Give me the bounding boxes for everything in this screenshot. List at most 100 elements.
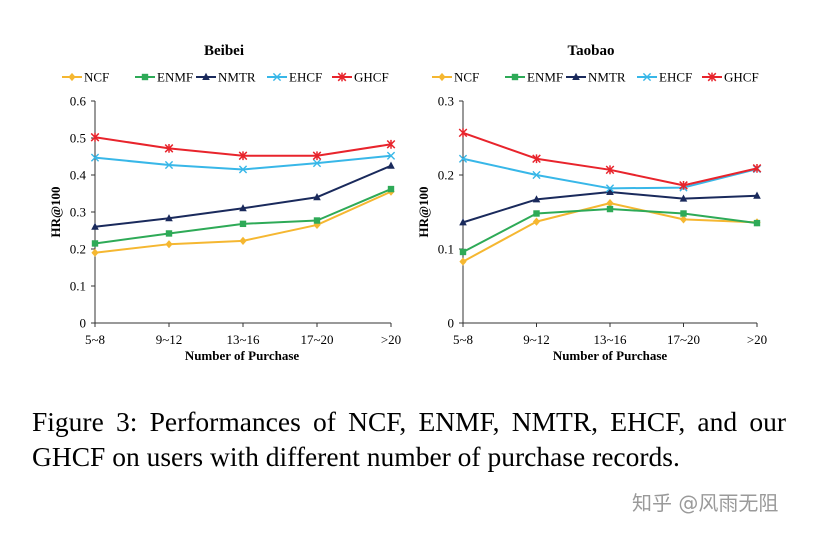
data-point-ncf [165,240,173,249]
chart-panel-beibei: Beibei NCF ENMF NMTR EHCF GHCF 0 0.1 0.2 0.3 0.4 0.… [48,43,401,363]
data-point-ghcf [458,128,468,138]
legend-label-nmtr: NMTR [588,70,626,85]
data-point-nmtr [387,161,395,169]
y-tick-label: 0.6 [70,94,87,109]
y-tick-label: 0.3 [438,94,454,109]
data-point-ghcf [386,139,396,149]
data-point-ehcf [90,153,100,162]
data-point-nmtr [606,187,614,196]
data-point-ghcf [679,180,688,190]
series-line-nmtr [94,164,392,228]
y-tick-label: 0.3 [70,205,86,220]
data-point-ghcf [90,132,100,142]
data-point-enmf [239,220,247,228]
charts-svg: Beibei NCF ENMF NMTR EHCF GHCF 0 0.1 0.2 0.3 0.4 0.… [48,43,767,363]
legend-marker-ehcf [272,72,282,82]
x-tick-label: 9~12 [523,332,550,347]
series-line-enmf [94,188,392,245]
chart-title: Taobao [568,43,615,59]
data-point-ehcf [458,154,468,163]
y-tick-label: 0.5 [70,131,86,146]
legend-marker-enmf [511,73,519,81]
data-point-ehcf [386,151,396,160]
watermark: 知乎 @风雨无阻 [632,491,779,515]
data-point-ncf [91,248,99,257]
x-tick-label: 13~16 [226,332,260,347]
data-point-ghcf [532,154,541,164]
y-axis-label: HR@100 [416,186,431,237]
legend-marker-ncf [438,72,446,82]
data-point-nmtr [459,218,467,226]
x-tick-label: 13~16 [593,332,627,347]
x-tick-label: 5~8 [85,332,105,347]
figure-caption: Figure 3: Performances of NCF, ENMF, NMT… [32,406,786,472]
data-point-enmf [459,248,467,256]
series-line-ghcf [462,131,758,187]
data-point-nmtr [679,194,688,202]
series-line-enmf [462,208,758,253]
x-tick-label: >20 [381,332,401,347]
data-point-nmtr [91,222,99,230]
data-point-ncf [679,215,688,224]
data-point-enmf [753,219,761,227]
data-point-ncf [532,217,541,226]
y-tick-label: 0.2 [438,168,454,183]
data-point-nmtr [239,204,247,212]
data-point-ehcf [312,159,322,168]
legend-marker-ncf [68,72,76,82]
legend-label-enmf: ENMF [527,70,563,85]
legend-label-ehcf: EHCF [289,70,322,85]
x-tick-label: >20 [747,332,767,347]
data-point-ghcf [238,151,248,161]
data-point-ghcf [605,165,615,175]
data-point-enmf [387,185,395,193]
data-point-ncf [459,257,467,266]
chart-panel-taobao: Taobao NCF ENMF NMTR EHCF GHCF 0 0.1 0.2 0.3 5~8 9~… [416,43,767,363]
legend-marker-ehcf [642,72,652,82]
legend-marker-ghcf [337,72,347,82]
x-tick-label: 5~8 [453,332,473,347]
y-tick-label: 0.2 [70,242,86,257]
data-point-enmf [680,210,687,217]
y-tick-label: 0.1 [70,279,86,294]
x-tick-label: 17~20 [300,332,333,347]
data-point-enmf [606,205,614,213]
legend-label-ghcf: GHCF [724,70,759,85]
y-tick-label: 0 [80,316,87,331]
y-tick-label: 0.1 [438,242,454,257]
data-point-nmtr [165,214,173,222]
y-tick-label: 0 [448,316,455,331]
y-tick-label: 0.4 [70,168,87,183]
data-point-ghcf [312,151,322,161]
y-axis-label: HR@100 [48,186,63,237]
x-tick-label: 9~12 [156,332,183,347]
legend-label-ncf: NCF [84,70,109,85]
legend-marker-ghcf [707,72,717,82]
data-point-nmtr [532,195,541,203]
data-point-nmtr [313,193,321,201]
x-axis-label: Number of Purchase [185,348,300,363]
data-point-enmf [533,210,540,217]
data-point-ghcf [752,163,762,173]
data-point-ehcf [532,170,541,180]
legend-marker-enmf [141,73,149,81]
data-point-enmf [313,217,321,224]
data-point-ncf [239,236,247,245]
data-point-ncf [606,199,614,208]
data-point-nmtr [753,191,761,199]
legend-label-ehcf: EHCF [659,70,692,85]
data-point-enmf [91,240,99,247]
x-tick-label: 17~20 [667,332,700,347]
data-point-ehcf [605,184,615,193]
legend-label-enmf: ENMF [157,70,193,85]
data-point-enmf [165,230,173,237]
chart-title: Beibei [204,43,244,59]
data-point-ghcf [164,143,174,153]
data-point-ehcf [164,160,174,170]
x-axis-label: Number of Purchase [553,348,668,363]
legend-marker-nmtr [572,72,580,80]
legend-label-nmtr: NMTR [218,70,256,85]
legend-label-ghcf: GHCF [354,70,389,85]
legend-label-ncf: NCF [454,70,479,85]
